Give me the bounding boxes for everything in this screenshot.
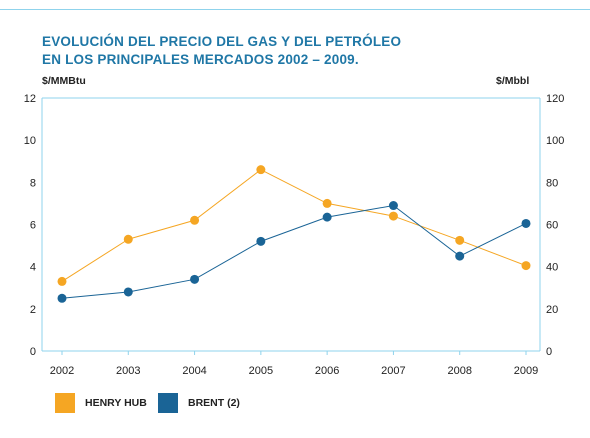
y-right-tick-label: 100 [546, 135, 564, 147]
y-axis-left-label: $/MMBtu [42, 75, 86, 87]
legend-swatch-brent [158, 393, 178, 413]
y-left-tick-label: 10 [24, 135, 36, 147]
data-point-brent [388, 201, 398, 211]
legend-label-brent: BRENT (2) [188, 397, 240, 409]
y-right-tick-label: 120 [546, 93, 564, 105]
x-tick-label: 2008 [447, 365, 471, 377]
y-left-tick-label: 0 [30, 346, 36, 358]
data-point-henry-hub [256, 165, 266, 175]
data-point-brent [123, 287, 133, 297]
y-right-tick-label: 80 [546, 177, 558, 189]
data-point-henry-hub [123, 234, 133, 244]
y-left-tick-label: 12 [24, 93, 36, 105]
legend-label-henry-hub: HENRY HUB [85, 397, 147, 409]
data-point-brent [57, 293, 67, 303]
chart-title: EVOLUCIÓN DEL PRECIO DEL GAS Y DEL PETRÓ… [42, 33, 401, 69]
legend-item-brent: BRENT (2) [158, 393, 240, 413]
data-point-brent [190, 274, 200, 284]
data-point-henry-hub [190, 215, 200, 225]
y-right-tick-label: 20 [546, 304, 558, 316]
chart-title-line-2: EN LOS PRINCIPALES MERCADOS 2002 – 2009. [42, 52, 359, 67]
x-tick-label: 2005 [249, 365, 273, 377]
y-axis-right-label: $/Mbbl [496, 75, 530, 87]
y-right-tick-label: 0 [546, 346, 552, 358]
x-tick-label: 2002 [50, 365, 74, 377]
x-tick-label: 2003 [116, 365, 140, 377]
legend: HENRY HUB BRENT (2) [0, 393, 590, 415]
data-point-brent [322, 212, 332, 222]
data-point-brent [256, 236, 266, 246]
x-tick-label: 2004 [182, 365, 206, 377]
x-tick-label: 2006 [315, 365, 339, 377]
y-left-tick-label: 6 [30, 220, 36, 232]
legend-item-henry-hub: HENRY HUB [55, 393, 147, 413]
y-left-tick-label: 8 [30, 177, 36, 189]
data-point-henry-hub [521, 261, 531, 271]
y-left-tick-label: 2 [30, 304, 36, 316]
data-point-henry-hub [322, 198, 332, 208]
y-left-tick-label: 4 [30, 262, 36, 274]
series-line-henry-hub [61, 169, 527, 282]
legend-swatch-henry-hub [55, 393, 75, 413]
data-point-henry-hub [57, 276, 67, 286]
data-point-henry-hub [455, 235, 465, 245]
y-right-tick-label: 60 [546, 220, 558, 232]
data-point-henry-hub [388, 211, 398, 221]
series-line-brent [61, 204, 527, 299]
data-point-brent [521, 218, 531, 228]
chart-title-line-1: EVOLUCIÓN DEL PRECIO DEL GAS Y DEL PETRÓ… [42, 34, 402, 49]
data-point-brent [455, 251, 465, 261]
y-right-tick-label: 40 [546, 262, 558, 274]
x-tick-label: 2009 [514, 365, 538, 377]
x-tick-label: 2007 [381, 365, 405, 377]
top-rule [0, 9, 590, 10]
